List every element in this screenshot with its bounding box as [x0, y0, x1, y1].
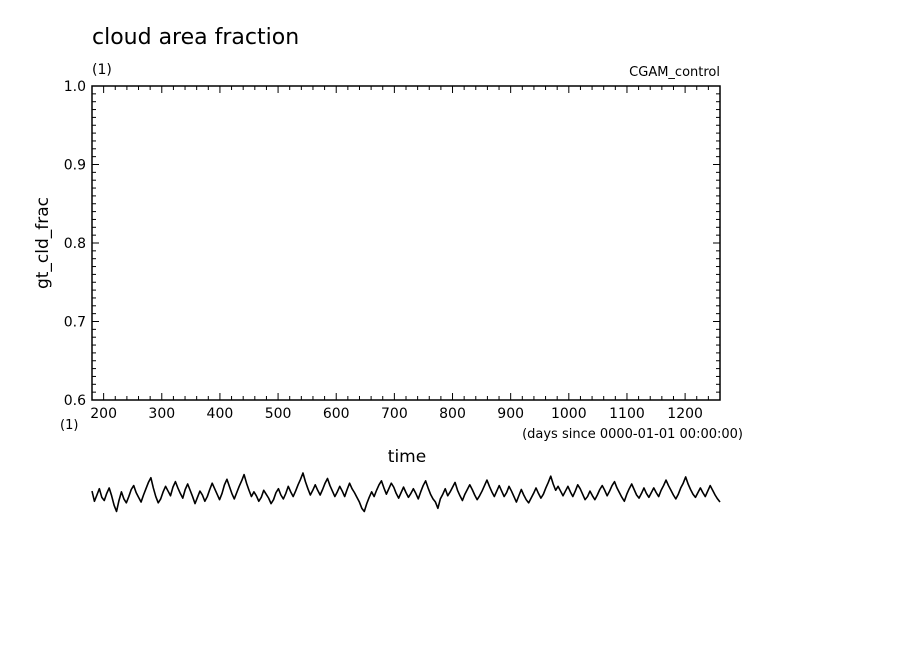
- chart-title: cloud area fraction: [92, 25, 299, 50]
- x-tick-label: 1100: [609, 406, 645, 422]
- y-tick-label: 0.8: [64, 236, 86, 252]
- series-line: [91, 472, 721, 513]
- x-axis-note: (days since 0000-01-01 00:00:00): [522, 427, 743, 442]
- units-label: (1): [92, 62, 112, 78]
- x-tick-label: 700: [381, 406, 408, 422]
- experiment-label: CGAM_control: [629, 65, 720, 80]
- y-tick-label: 0.9: [64, 158, 86, 174]
- x-tick-label: 300: [148, 406, 175, 422]
- plot-frame: [91, 85, 721, 401]
- y-tick-label: 0.6: [64, 393, 86, 409]
- axis-labels: cloud area fraction (1) CGAM_control gt_…: [33, 25, 743, 467]
- x-tick-label: 900: [497, 406, 524, 422]
- y-tick-label: 1.0: [64, 79, 86, 95]
- x-units-label: (1): [60, 418, 78, 433]
- axis-ticks: 200 300 400 500 600 700 800 900 1000 1100 1200 0.6 0…: [64, 79, 721, 422]
- x-tick-label: 800: [439, 406, 466, 422]
- y-tick-label: 0.7: [64, 315, 86, 331]
- x-tick-label: 600: [323, 406, 350, 422]
- x-tick-label: 1000: [551, 406, 587, 422]
- x-axis-label: time: [388, 447, 426, 467]
- x-tick-label: 200: [90, 406, 117, 422]
- x-tick-label: 500: [265, 406, 292, 422]
- plot-area: [91, 85, 721, 401]
- series-layer: [91, 472, 721, 513]
- x-tick-label: 400: [207, 406, 234, 422]
- y-axis-label: gt_cld_frac: [33, 197, 53, 289]
- x-tick-label: 1200: [667, 406, 703, 422]
